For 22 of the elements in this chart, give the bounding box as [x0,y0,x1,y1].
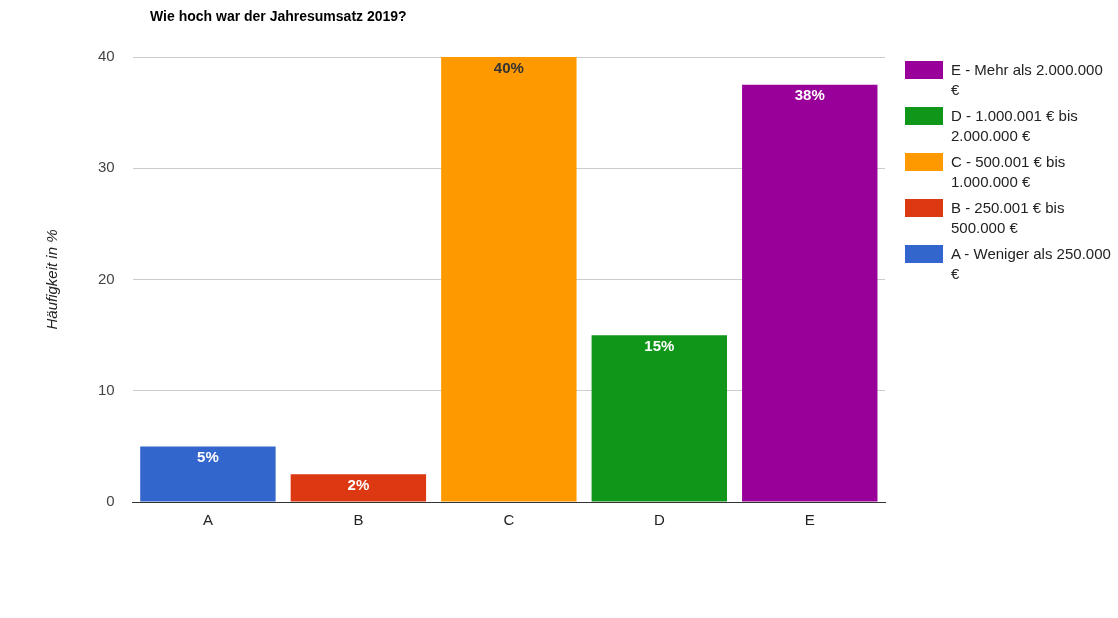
x-tick-label: D [653,511,665,529]
y-axis-title: Häufigkeit in % [43,229,61,330]
x-tick-label: A [202,511,213,529]
y-tick-label: 40 [98,47,115,65]
data-label: 40% [493,58,524,76]
y-tick-label: 0 [106,492,115,510]
y-tick-label: 30 [98,158,115,176]
x-tick-label: E [804,511,815,529]
chart-title: Wie hoch war der Jahresumsatz 2019? [150,8,407,24]
data-label: 15% [644,336,675,354]
y-tick-label: 10 [98,380,115,398]
legend-label: E - Mehr als 2.000.000 € [951,60,1104,100]
legend-label: C - 500.001 € bis 1.000.000 € [951,152,1067,192]
data-label: 38% [794,86,825,104]
y-tick-label: 20 [98,269,115,287]
legend-label: B - 250.001 € bis 500.000 € [951,198,1066,238]
x-tick-label: B [353,511,364,529]
data-label: 5% [197,448,219,466]
data-label: 2% [347,475,370,493]
legend-label: A - Weniger als 250.000 € [951,244,1112,284]
legend-label: D - 1.000.001 € bis 2.000.000 € [951,106,1079,146]
x-tick-label: C [503,511,515,529]
